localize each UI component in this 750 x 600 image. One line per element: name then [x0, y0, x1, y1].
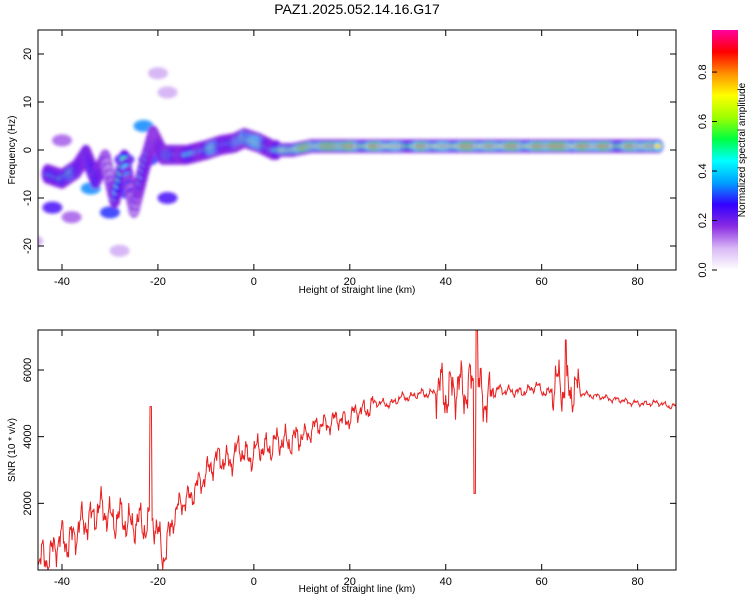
snr-y-tick-label: 2000 — [22, 491, 34, 515]
colorbar-label: Normalized spectral amplitude — [737, 82, 748, 217]
colorbar-tick-label: 0.6 — [697, 114, 709, 129]
spectrogram-x-tick-label: 40 — [440, 276, 452, 288]
spectrogram-blob — [157, 86, 178, 99]
colorbar: 0.0 0.2 0.4 0.6 0.8 Normalized spectral ampl… — [697, 30, 748, 278]
spectrogram-y-label: Frequency (Hz) — [7, 116, 18, 185]
figure-title: PAZ1.2025.052.14.16.G17 — [274, 1, 440, 17]
spectrogram-blob — [99, 206, 120, 219]
snr-y-ticks: 2000 4000 6000 — [22, 358, 676, 516]
spectrogram-x-tick-label: 80 — [631, 276, 643, 288]
snr-series-line — [38, 330, 676, 570]
colorbar-gradient — [712, 30, 738, 270]
snr-x-tick-label: 0 — [251, 576, 257, 588]
snr-y-label: SNR (10 * v/v) — [7, 418, 18, 482]
snr-frame — [37, 329, 677, 571]
spectrogram-y-tick-label: -20 — [22, 238, 34, 254]
spectrogram-ridge-core — [653, 143, 662, 149]
colorbar-tick-label: 0.2 — [697, 213, 709, 228]
spectrogram-x-ticks: -40 -20 0 20 40 60 80 — [54, 30, 644, 288]
spectrogram-y-tick-label: 10 — [22, 96, 34, 108]
snr-y-tick-label: 6000 — [22, 358, 34, 382]
colorbar-tick-label: 0.0 — [697, 262, 709, 277]
snr-x-tick-label: -40 — [54, 576, 70, 588]
spectrogram-blob — [109, 244, 130, 257]
snr-panel: -40 -20 0 20 40 60 80 2000 4000 6000 Height of s… — [7, 329, 677, 595]
snr-x-tick-label: 40 — [440, 576, 452, 588]
spectrogram-y-tick-label: 0 — [22, 147, 34, 153]
spectrogram-x-tick-label: 60 — [536, 276, 548, 288]
snr-y-tick-label: 4000 — [22, 424, 34, 448]
spectrogram-blob — [42, 201, 63, 214]
snr-x-tick-label: 80 — [631, 576, 643, 588]
spectrogram-heatmap — [38, 67, 664, 257]
snr-x-tick-label: 60 — [536, 576, 548, 588]
spectrogram-x-tick-label: -20 — [150, 276, 166, 288]
spectrogram-blob — [51, 134, 72, 147]
spectrogram-y-tick-label: 20 — [22, 48, 34, 60]
colorbar-tick-label: 0.8 — [697, 64, 709, 79]
spectrogram-x-tick-label: 20 — [344, 276, 356, 288]
spectrogram-blob — [38, 235, 44, 247]
spectrogram-x-label: Height of straight line (km) — [299, 285, 416, 296]
spectrogram-y-tick-label: -10 — [22, 190, 34, 206]
colorbar-tick-label: 0.4 — [697, 163, 709, 178]
spectrogram-x-tick-label: 0 — [251, 276, 257, 288]
spectrogram-y-ticks: -20 -10 0 10 20 — [22, 48, 676, 254]
spectrogram-panel: -40 -20 0 20 40 60 80 -20 -10 0 10 20 Height of st… — [7, 29, 677, 296]
snr-x-ticks: -40 -20 0 20 40 60 80 — [54, 330, 644, 588]
colorbar-ticks: 0.0 0.2 0.4 0.6 0.8 — [697, 64, 717, 278]
spectrogram-blob — [133, 120, 154, 132]
snr-x-tick-label: -20 — [150, 576, 166, 588]
snr-x-tick-label: 20 — [344, 576, 356, 588]
spectrogram-blob — [147, 67, 168, 80]
spectrogram-x-tick-label: -40 — [54, 276, 70, 288]
spectrogram-blob — [157, 192, 178, 204]
snr-x-label: Height of straight line (km) — [299, 584, 416, 595]
spectrogram-blob — [61, 211, 82, 224]
